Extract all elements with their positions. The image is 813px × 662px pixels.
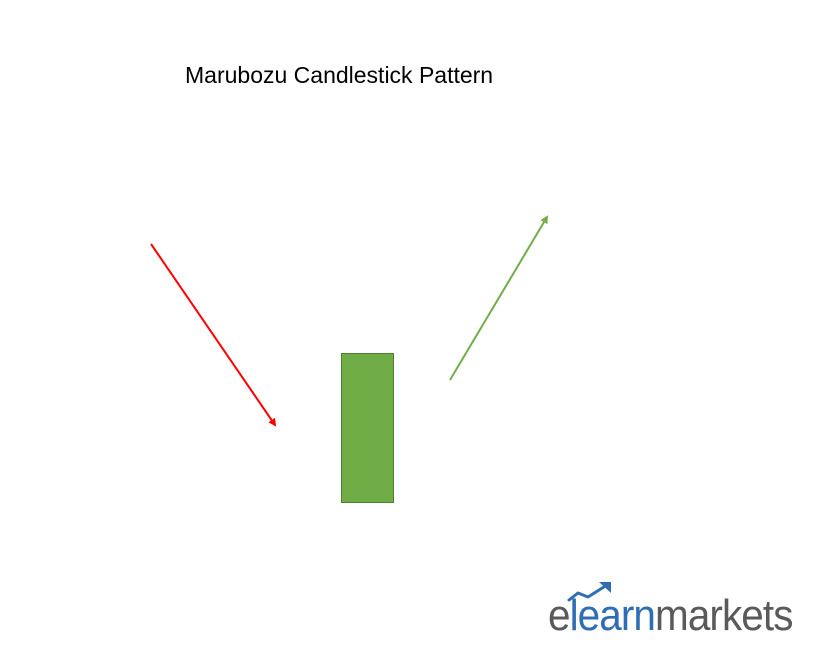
logo-wordmark: elearnmarkets bbox=[548, 594, 793, 638]
downtrend-arrow bbox=[150, 243, 277, 427]
elearnmarkets-logo: elearnmarkets bbox=[548, 580, 798, 650]
logo-part-markets: markets bbox=[655, 591, 793, 640]
uptrend-arrow bbox=[449, 215, 549, 381]
logo-trend-icon bbox=[567, 582, 611, 602]
logo-part-e: e bbox=[548, 591, 571, 640]
diagram-title: Marubozu Candlestick Pattern bbox=[185, 62, 494, 88]
logo-part-learn: learn bbox=[569, 591, 656, 640]
marubozu-candle bbox=[341, 353, 394, 503]
